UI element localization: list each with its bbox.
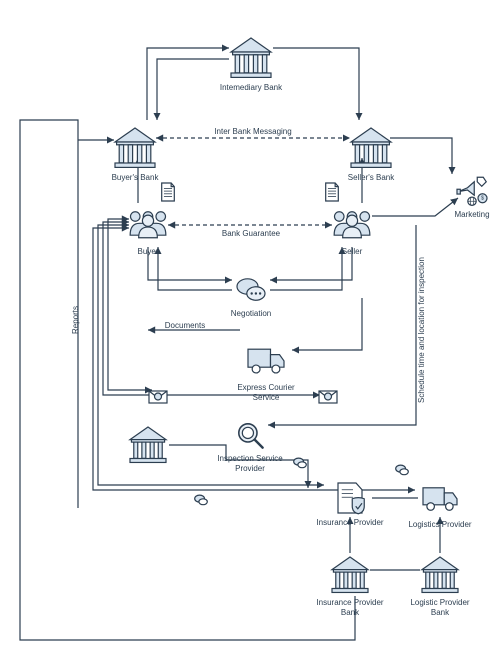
- node-negotiation: Negotiation: [231, 279, 271, 318]
- node-buyer: Buyer: [130, 212, 166, 256]
- envelope-right: [319, 391, 337, 403]
- edges-layer: [20, 48, 458, 640]
- edge-big-loop-bottom: [20, 120, 355, 640]
- label-logistic_bank: Bank: [431, 608, 450, 617]
- label-insurance_bank: Insurance Provider: [316, 598, 383, 607]
- label-logistic_bank: Logistic Provider: [410, 598, 469, 607]
- edge-intermediary-to-buyersbank: [157, 59, 229, 120]
- edge-sellersbank-to-marketing: [390, 138, 452, 174]
- envelope-left: [149, 391, 167, 403]
- edge-seller-to-marketing: [372, 198, 458, 216]
- edge-left-bus-1: [108, 219, 152, 390]
- edge-negotiation-to-seller: [270, 247, 342, 290]
- label-insurance_bank: Bank: [341, 608, 360, 617]
- node-seller: Seller: [334, 212, 370, 256]
- edge-seller-to-negotiation: [270, 247, 352, 280]
- label-insurance_provider: Insurance Provider: [316, 518, 383, 527]
- edge-seller-to-courier: [292, 298, 362, 350]
- edge-negotiation-to-buyer: [158, 247, 232, 290]
- label-negotiation: Negotiation: [231, 309, 271, 318]
- label-inspection: Provider: [235, 464, 265, 473]
- edge-label-schedule: Schedule time and location for inspectio…: [417, 257, 426, 403]
- label-sellers_bank: Seller's Bank: [348, 173, 395, 182]
- label-intermediary_bank: Intemediary Bank: [220, 83, 283, 92]
- doc-near-seller: [326, 183, 339, 201]
- edge-label-bank_guarantee: Bank Guarantee: [222, 229, 281, 238]
- label-buyer: Buyer: [138, 247, 159, 256]
- node-logistic_bank: Logistic ProviderBank: [410, 557, 469, 617]
- node-inspection: Inspection ServiceProvider: [217, 424, 283, 473]
- svg-text:$: $: [481, 195, 484, 201]
- label-courier: Express Courier: [237, 383, 295, 392]
- edge-buyer-to-negotiation: [148, 247, 232, 280]
- node-courier: Express CourierService: [237, 349, 295, 402]
- label-courier: Service: [253, 393, 280, 402]
- edge-intermediary-to-sellersbank: [273, 48, 359, 120]
- label-inspection: Inspection Service: [217, 454, 283, 463]
- label-marketing: Marketing: [454, 210, 489, 219]
- chat-bubble-1: [195, 495, 208, 505]
- node-intermediary_bank: Intemediary Bank: [220, 38, 283, 92]
- chat-bubble-2: [396, 465, 409, 475]
- label-seller: Seller: [342, 247, 363, 256]
- node-buyers_bank: Buyer's Bank: [112, 128, 160, 182]
- edge-label-documents: Documents: [165, 321, 205, 330]
- doc-near-buyer: [162, 183, 175, 201]
- edge-label-interbank: Inter Bank Messaging: [214, 127, 291, 136]
- label-buyers_bank: Buyer's Bank: [112, 173, 160, 182]
- node-sellers_bank: Seller's Bank: [348, 128, 395, 182]
- edge-left-bus-2: [103, 222, 320, 395]
- node-marketing: $ Marketing: [454, 177, 489, 219]
- node-unlabeled_bank: [130, 427, 166, 462]
- node-logistics_provider: Logistics Provider: [408, 488, 471, 529]
- label-logistics_provider: Logistics Provider: [408, 520, 471, 529]
- edge-label-reports: Reports: [71, 306, 80, 334]
- edge-left-bus-3: [98, 225, 324, 485]
- node-insurance_bank: Insurance ProviderBank: [316, 557, 383, 617]
